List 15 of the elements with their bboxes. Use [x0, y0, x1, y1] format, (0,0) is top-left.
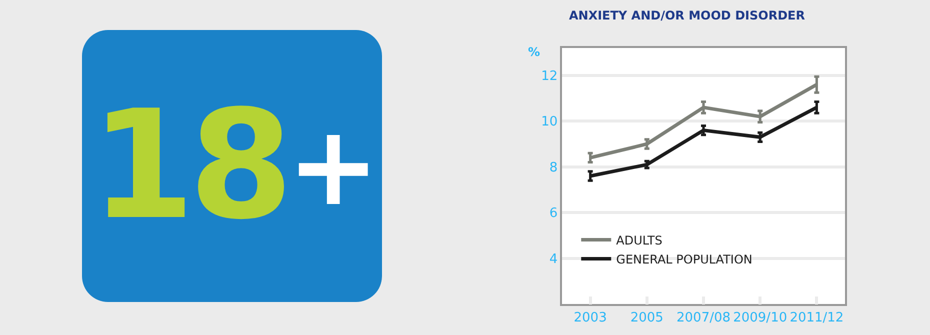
y-tick-label: 8: [549, 160, 558, 176]
legend-label: ADULTS: [616, 233, 662, 248]
y-tick-label: 10: [541, 114, 558, 130]
x-tick-label: 2003: [574, 310, 607, 326]
badge: 18+: [82, 30, 382, 302]
y-tick-label: 12: [541, 68, 558, 84]
x-tick-label: 2005: [630, 310, 664, 326]
x-tick-label: 2007/08: [676, 310, 731, 326]
chart-title: ANXIETY AND/OR MOOD DISORDER: [569, 8, 805, 22]
x-tick-label: 2009/10: [733, 310, 788, 326]
y-tick-label: 6: [549, 206, 558, 222]
y-tick-label: 4: [549, 252, 558, 267]
y-axis-title: %: [528, 45, 540, 59]
legend-label: GENERAL POPULATION: [616, 252, 752, 266]
x-tick-label: 2011/12: [790, 310, 844, 326]
